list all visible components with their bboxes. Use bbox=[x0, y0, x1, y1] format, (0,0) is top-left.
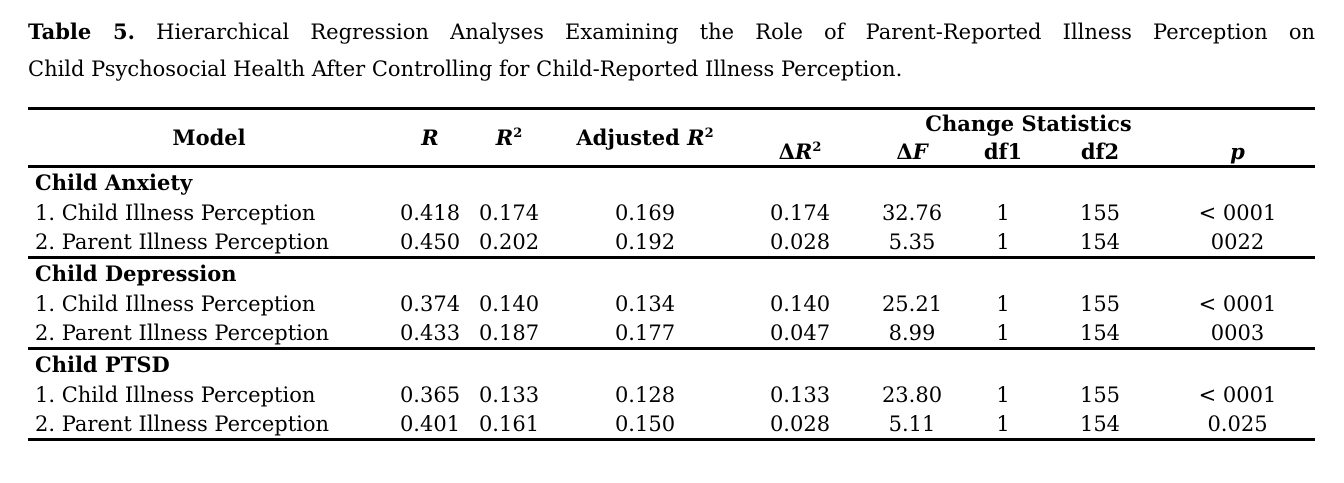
cell-r2: 0.140 bbox=[478, 291, 540, 316]
regression-table: Model R R2 Adjusted R2 Change Statistics… bbox=[28, 107, 1315, 441]
cell-delta-r2: 0.047 bbox=[769, 320, 831, 345]
col-header-change-statistics: Change Statistics bbox=[925, 111, 1132, 137]
cell-df1: 1 bbox=[996, 200, 1010, 225]
cell-r2: 0.187 bbox=[478, 320, 540, 345]
cell-df1: 1 bbox=[996, 411, 1010, 436]
table-header: Model R R2 Adjusted R2 Change Statistics… bbox=[28, 109, 1315, 167]
cell-r: 0.450 bbox=[399, 229, 461, 254]
cell-df2: 154 bbox=[1079, 229, 1121, 254]
cell-r2: 0.202 bbox=[478, 229, 540, 254]
cell-df1: 1 bbox=[996, 229, 1010, 254]
cell-r: 0.418 bbox=[399, 200, 461, 225]
cell-df2: 155 bbox=[1079, 382, 1121, 407]
caption-line-1: Table 5. Hierarchical Regression Analyse… bbox=[28, 13, 1315, 51]
col-header-df1: df1 bbox=[983, 138, 1023, 164]
col-header-p: p bbox=[1230, 138, 1245, 164]
table-row: 2. Parent Illness Perception 0.433 0.187… bbox=[28, 319, 1315, 349]
table-row: 1. Child Illness Perception 0.365 0.133 … bbox=[28, 380, 1315, 410]
cell-df2: 154 bbox=[1079, 320, 1121, 345]
cell-p: < 0001 bbox=[1198, 382, 1277, 407]
caption-text-1: Hierarchical Regression Analyses Examini… bbox=[156, 20, 1315, 44]
cell-r2: 0.174 bbox=[478, 200, 540, 225]
table-row: 2. Parent Illness Perception 0.450 0.202… bbox=[28, 228, 1315, 258]
caption-line-2: Child Psychosocial Health After Controll… bbox=[28, 57, 903, 81]
cell-df2: 155 bbox=[1079, 200, 1121, 225]
col-header-r2: R2 bbox=[495, 125, 523, 150]
cell-model: 1. Child Illness Perception bbox=[35, 382, 316, 407]
section-header-row: Child Anxiety bbox=[28, 167, 1315, 198]
cell-model: 2. Parent Illness Perception bbox=[35, 411, 330, 436]
col-header-delta-f: ΔF bbox=[896, 138, 928, 164]
cell-r2: 0.133 bbox=[478, 382, 540, 407]
section-title: Child Depression bbox=[35, 261, 237, 287]
table-row: 1. Child Illness Perception 0.374 0.140 … bbox=[28, 289, 1315, 319]
cell-model: 1. Child Illness Perception bbox=[35, 200, 316, 225]
cell-r: 0.365 bbox=[399, 382, 461, 407]
header-row-sub: ΔR2 ΔF df1 df2 p bbox=[28, 138, 1315, 167]
col-header-df2: df2 bbox=[1080, 138, 1120, 164]
table-row: 2. Parent Illness Perception 0.401 0.161… bbox=[28, 410, 1315, 440]
cell-p: < 0001 bbox=[1198, 291, 1277, 316]
col-header-model: Model bbox=[172, 125, 246, 150]
document-page: Table 5. Hierarchical Regression Analyse… bbox=[28, 13, 1315, 441]
table-caption: Table 5. Hierarchical Regression Analyse… bbox=[28, 13, 1315, 88]
cell-delta-f: 8.99 bbox=[888, 320, 936, 345]
cell-adjusted-r2: 0.128 bbox=[614, 382, 676, 407]
cell-adjusted-r2: 0.192 bbox=[614, 229, 676, 254]
cell-adjusted-r2: 0.177 bbox=[614, 320, 676, 345]
cell-delta-r2: 0.174 bbox=[769, 200, 831, 225]
cell-delta-r2: 0.133 bbox=[769, 382, 831, 407]
cell-delta-f: 25.21 bbox=[881, 291, 943, 316]
cell-adjusted-r2: 0.134 bbox=[614, 291, 676, 316]
cell-delta-r2: 0.028 bbox=[769, 411, 831, 436]
cell-df1: 1 bbox=[996, 320, 1010, 345]
cell-delta-f: 5.11 bbox=[888, 411, 936, 436]
cell-delta-r2: 0.028 bbox=[769, 229, 831, 254]
cell-p: 0.025 bbox=[1207, 411, 1268, 436]
col-header-adjusted-r2: Adjusted R2 bbox=[576, 125, 714, 150]
cell-delta-r2: 0.140 bbox=[769, 291, 831, 316]
cell-model: 2. Parent Illness Perception bbox=[35, 320, 330, 345]
cell-r: 0.374 bbox=[399, 291, 461, 316]
header-row-top: Model R R2 Adjusted R2 Change Statistics bbox=[28, 109, 1315, 150]
caption-label: Table 5. bbox=[28, 19, 135, 44]
section-child-ptsd: Child PTSD 1. Child Illness Perception 0… bbox=[28, 349, 1315, 440]
section-child-anxiety: Child Anxiety 1. Child Illness Perceptio… bbox=[28, 167, 1315, 258]
col-header-r: R bbox=[421, 125, 439, 150]
cell-p: 0003 bbox=[1210, 320, 1265, 345]
section-child-depression: Child Depression 1. Child Illness Percep… bbox=[28, 258, 1315, 349]
cell-delta-f: 32.76 bbox=[881, 200, 943, 225]
col-header-delta-r2: ΔR2 bbox=[778, 138, 822, 164]
cell-r: 0.433 bbox=[399, 320, 461, 345]
cell-r2: 0.161 bbox=[478, 411, 540, 436]
section-title: Child Anxiety bbox=[35, 170, 193, 196]
cell-delta-f: 23.80 bbox=[881, 382, 943, 407]
cell-delta-f: 5.35 bbox=[888, 229, 936, 254]
cell-p: < 0001 bbox=[1198, 200, 1277, 225]
cell-model: 2. Parent Illness Perception bbox=[35, 229, 330, 254]
cell-adjusted-r2: 0.150 bbox=[614, 411, 676, 436]
table-row: 1. Child Illness Perception 0.418 0.174 … bbox=[28, 198, 1315, 228]
cell-adjusted-r2: 0.169 bbox=[614, 200, 676, 225]
section-header-row: Child PTSD bbox=[28, 349, 1315, 380]
section-header-row: Child Depression bbox=[28, 258, 1315, 289]
cell-df2: 155 bbox=[1079, 291, 1121, 316]
cell-df1: 1 bbox=[996, 382, 1010, 407]
cell-model: 1. Child Illness Perception bbox=[35, 291, 316, 316]
section-title: Child PTSD bbox=[35, 352, 170, 378]
cell-df1: 1 bbox=[996, 291, 1010, 316]
cell-p: 0022 bbox=[1210, 229, 1265, 254]
cell-r: 0.401 bbox=[399, 411, 461, 436]
cell-df2: 154 bbox=[1079, 411, 1121, 436]
